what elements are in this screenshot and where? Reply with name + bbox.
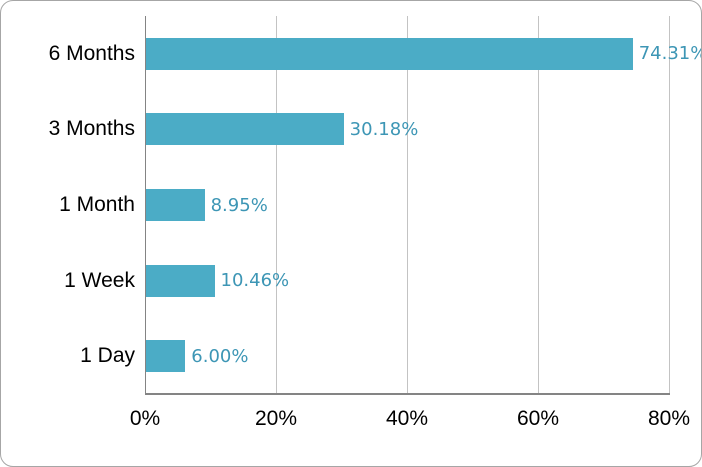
x-axis-tick-label: 60% [516, 407, 560, 430]
gridline [669, 16, 670, 394]
category-label: 3 Months [48, 117, 135, 141]
bar [146, 189, 205, 221]
x-axis-tick-label: 40% [385, 407, 429, 430]
x-axis-tick-label: 20% [254, 407, 298, 430]
value-label: 6.00% [191, 345, 249, 367]
gridline [407, 16, 408, 394]
x-axis-line [145, 393, 670, 395]
x-axis-tick-label: 0% [129, 407, 161, 430]
bar [146, 264, 215, 297]
gridline [538, 16, 539, 394]
gridline [276, 16, 277, 394]
category-label: 1 Week [64, 268, 135, 292]
y-axis-line [145, 16, 146, 394]
category-label: 6 Months [48, 41, 135, 65]
bar [146, 37, 633, 70]
bar [146, 113, 344, 146]
value-label: 10.46% [220, 270, 290, 292]
value-label: 30.18% [349, 118, 419, 140]
value-label: 8.95% [210, 194, 268, 216]
bar [146, 340, 186, 373]
x-axis-tick-label: 80% [647, 407, 691, 430]
value-label: 74.31% [638, 43, 702, 65]
category-label: 1 Month [59, 192, 135, 216]
category-label: 1 Day [80, 344, 135, 368]
